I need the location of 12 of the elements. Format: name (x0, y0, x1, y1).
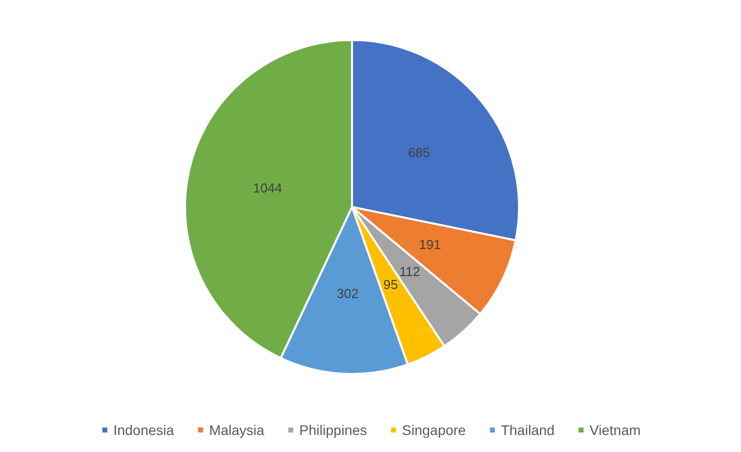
legend-label: Vietnam (590, 422, 641, 438)
data-label: 685 (408, 144, 430, 160)
legend-label: Malaysia (209, 422, 265, 438)
legend-label: Singapore (402, 422, 466, 438)
data-label: 95 (383, 276, 398, 292)
legend-label: Philippines (299, 422, 368, 438)
data-label: 302 (336, 286, 358, 301)
data-label: 191 (419, 236, 441, 252)
data-label: 1044 (253, 180, 282, 196)
data-label: 112 (399, 264, 420, 279)
legend-label: Thailand (500, 422, 555, 438)
legend-label: Indonesia (113, 422, 174, 438)
